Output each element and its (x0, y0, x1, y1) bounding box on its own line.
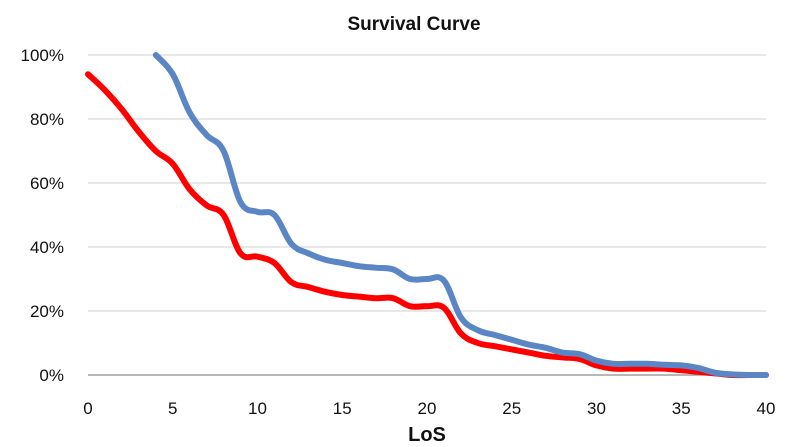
x-axis: 0 5 10 15 20 25 30 35 40 (83, 399, 775, 418)
series-layer (85, 52, 769, 379)
x-tick-label: 25 (502, 399, 521, 418)
y-tick-label: 60% (30, 174, 64, 193)
chart-title: Survival Curve (347, 14, 480, 35)
x-tick-label: 15 (333, 399, 352, 418)
x-tick-label: 30 (587, 399, 606, 418)
x-axis-label: LoS (408, 424, 446, 446)
blue-survival-line (152, 52, 769, 379)
y-tick-label: 80% (30, 110, 64, 129)
x-tick-label: 35 (672, 399, 691, 418)
y-tick-label: 0% (39, 366, 64, 385)
y-axis: 0% 20% 40% 60% 80% 100% (21, 46, 64, 385)
x-tick-label: 10 (248, 399, 267, 418)
y-tick-label: 20% (30, 302, 64, 321)
red-survival-line (85, 71, 769, 379)
y-tick-label: 40% (30, 238, 64, 257)
x-tick-label: 20 (418, 399, 437, 418)
y-tick-label: 100% (21, 46, 64, 65)
x-tick-label: 40 (757, 399, 776, 418)
grid-layer (88, 54, 766, 376)
x-tick-label: 5 (168, 399, 177, 418)
x-tick-label: 0 (83, 399, 92, 418)
